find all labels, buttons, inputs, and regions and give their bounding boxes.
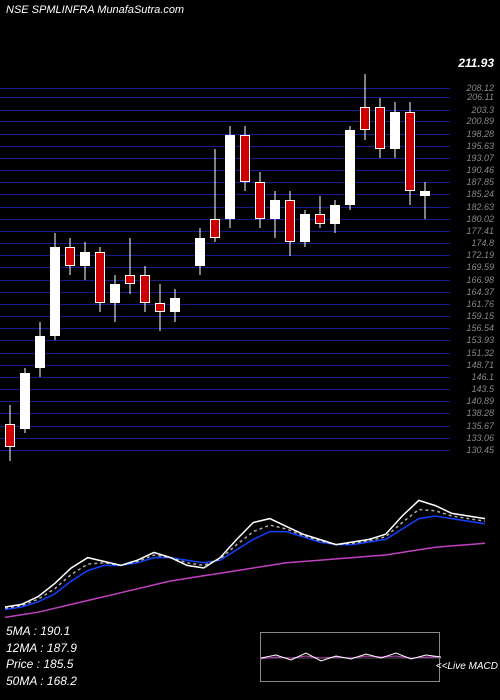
candle-body — [315, 214, 325, 223]
price-axis-labels: 208.12206.11203.3200.89198.28195.63193.0… — [450, 70, 500, 450]
price-tick-label: 169.59 — [466, 262, 494, 272]
price-tick-label: 190.46 — [466, 165, 494, 175]
candle-body — [110, 284, 120, 303]
ma-lines-svg — [0, 480, 500, 630]
price-tick-label: 140.89 — [466, 396, 494, 406]
price-tick-label: 138.28 — [466, 408, 494, 418]
price-tick-label: 172.19 — [466, 250, 494, 260]
price-tick-label: 153.93 — [466, 335, 494, 345]
candle-body — [345, 130, 355, 205]
price-tick-label: 148.71 — [466, 360, 494, 370]
candle-body — [405, 112, 415, 191]
price-tick-label: 177.41 — [466, 226, 494, 236]
macd-label: <<Live MACD — [436, 661, 498, 672]
moving-average-panel — [0, 480, 500, 630]
price-tick-label: 198.28 — [466, 129, 494, 139]
price-tick-label: 187.85 — [466, 177, 494, 187]
macd-svg — [261, 633, 441, 683]
ma12-label: 12MA : 187.9 — [6, 640, 77, 657]
candle-body — [20, 373, 30, 429]
candle-wick — [425, 182, 426, 219]
candle-body — [330, 205, 340, 224]
candle-body — [65, 247, 75, 266]
price-tick-label: 146.1 — [471, 372, 494, 382]
candle-body — [170, 298, 180, 312]
price-tick-label: 206.11 — [467, 92, 494, 102]
candle-body — [210, 219, 220, 238]
price-tick-label: 166.98 — [466, 275, 494, 285]
candle-body — [50, 247, 60, 336]
price-tick-label: 130.45 — [466, 445, 494, 455]
price-tick-label: 185.24 — [466, 189, 494, 199]
price-tick-label: 135.67 — [466, 421, 494, 431]
price-tick-label: 164.37 — [466, 287, 494, 297]
price-tick-label: 159.15 — [466, 311, 494, 321]
price-tick-label: 193.07 — [466, 153, 494, 163]
candle-body — [255, 182, 265, 219]
candle-body — [125, 275, 135, 284]
price-tick-label: 182.63 — [466, 202, 494, 212]
price-tick-label: 156.54 — [466, 323, 494, 333]
candle-body — [240, 135, 250, 182]
price-tick-label: 195.63 — [466, 141, 494, 151]
price-tick-label: 180.02 — [466, 214, 494, 224]
candle-body — [5, 424, 15, 447]
price-tick-label: 161.76 — [466, 299, 494, 309]
ma5-label: 5MA : 190.1 — [6, 623, 77, 640]
candle-body — [270, 200, 280, 219]
price-tick-label: 143.5 — [471, 384, 494, 394]
candle-body — [300, 214, 310, 242]
candle-body — [95, 252, 105, 303]
price-tick-label: 174.8 — [471, 238, 494, 248]
candle-body — [195, 238, 205, 266]
candle-body — [360, 107, 370, 130]
ma50-label: 50MA : 168.2 — [6, 673, 77, 690]
candlestick-panel — [0, 70, 450, 450]
candle-body — [375, 107, 385, 149]
candle-body — [155, 303, 165, 312]
candle-body — [140, 275, 150, 303]
price-tick-label: 200.89 — [466, 116, 494, 126]
candle-body — [225, 135, 235, 219]
chart-header: NSE SPMLINFRA MunafaSutra.com — [6, 4, 184, 16]
price-tick-label: 203.3 — [471, 105, 494, 115]
candle-body — [35, 336, 45, 369]
candle-body — [285, 200, 295, 242]
top-price-value: 211.93 — [458, 56, 494, 70]
candle-body — [390, 112, 400, 149]
info-box: 5MA : 190.1 12MA : 187.9 Price : 185.5 5… — [6, 623, 77, 690]
price-tick-label: 151.32 — [466, 348, 494, 358]
price-label: Price : 185.5 — [6, 656, 77, 673]
candle-body — [420, 191, 430, 196]
candle-body — [80, 252, 90, 266]
gridline — [0, 450, 450, 451]
price-tick-label: 133.06 — [466, 433, 494, 443]
candle-wick — [130, 238, 131, 294]
candlestick-series — [0, 70, 450, 450]
macd-inset — [260, 632, 440, 682]
